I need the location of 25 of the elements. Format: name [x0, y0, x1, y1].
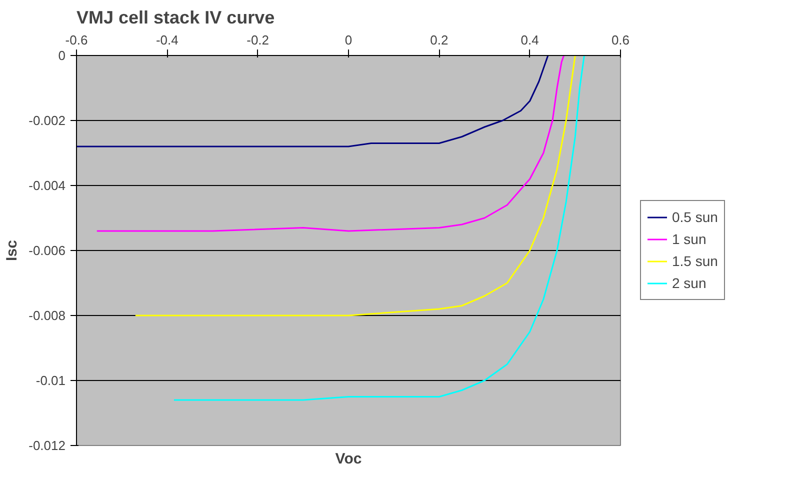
y-tick-label: 0: [58, 48, 66, 63]
line-series: [134, 56, 576, 316]
legend-label: 1.5 sun: [672, 253, 718, 269]
chart-title: VMJ cell stack IV curve: [76, 8, 275, 28]
line-series: [96, 56, 565, 232]
line-series: [173, 56, 585, 401]
legend-label: 0.5 sun: [672, 209, 718, 225]
y-axis-title: Isc: [4, 240, 20, 261]
line-series: [76, 56, 549, 148]
y-tick-label: -0.004: [28, 178, 66, 193]
y-tick-label: -0.006: [28, 243, 66, 258]
x-tick-label: 0.2: [430, 32, 448, 48]
y-tick-label: -0.012: [28, 438, 66, 453]
y-tick-label: -0.01: [36, 373, 66, 388]
y-tick-label: -0.008: [28, 308, 66, 323]
x-tick-label: 0: [344, 32, 352, 48]
x-tick-label: 0.6: [611, 32, 630, 48]
x-tick-label: -0.2: [246, 32, 270, 48]
x-tick-label: -0.6: [65, 32, 88, 48]
x-tick-label: 0.4: [520, 32, 539, 48]
y-tick-label: -0.002: [28, 113, 66, 128]
legend-label: 2 sun: [672, 275, 706, 291]
legend-label: 1 sun: [672, 231, 706, 247]
x-tick-label: -0.4: [156, 32, 178, 48]
x-axis-title: Voc: [335, 450, 362, 468]
